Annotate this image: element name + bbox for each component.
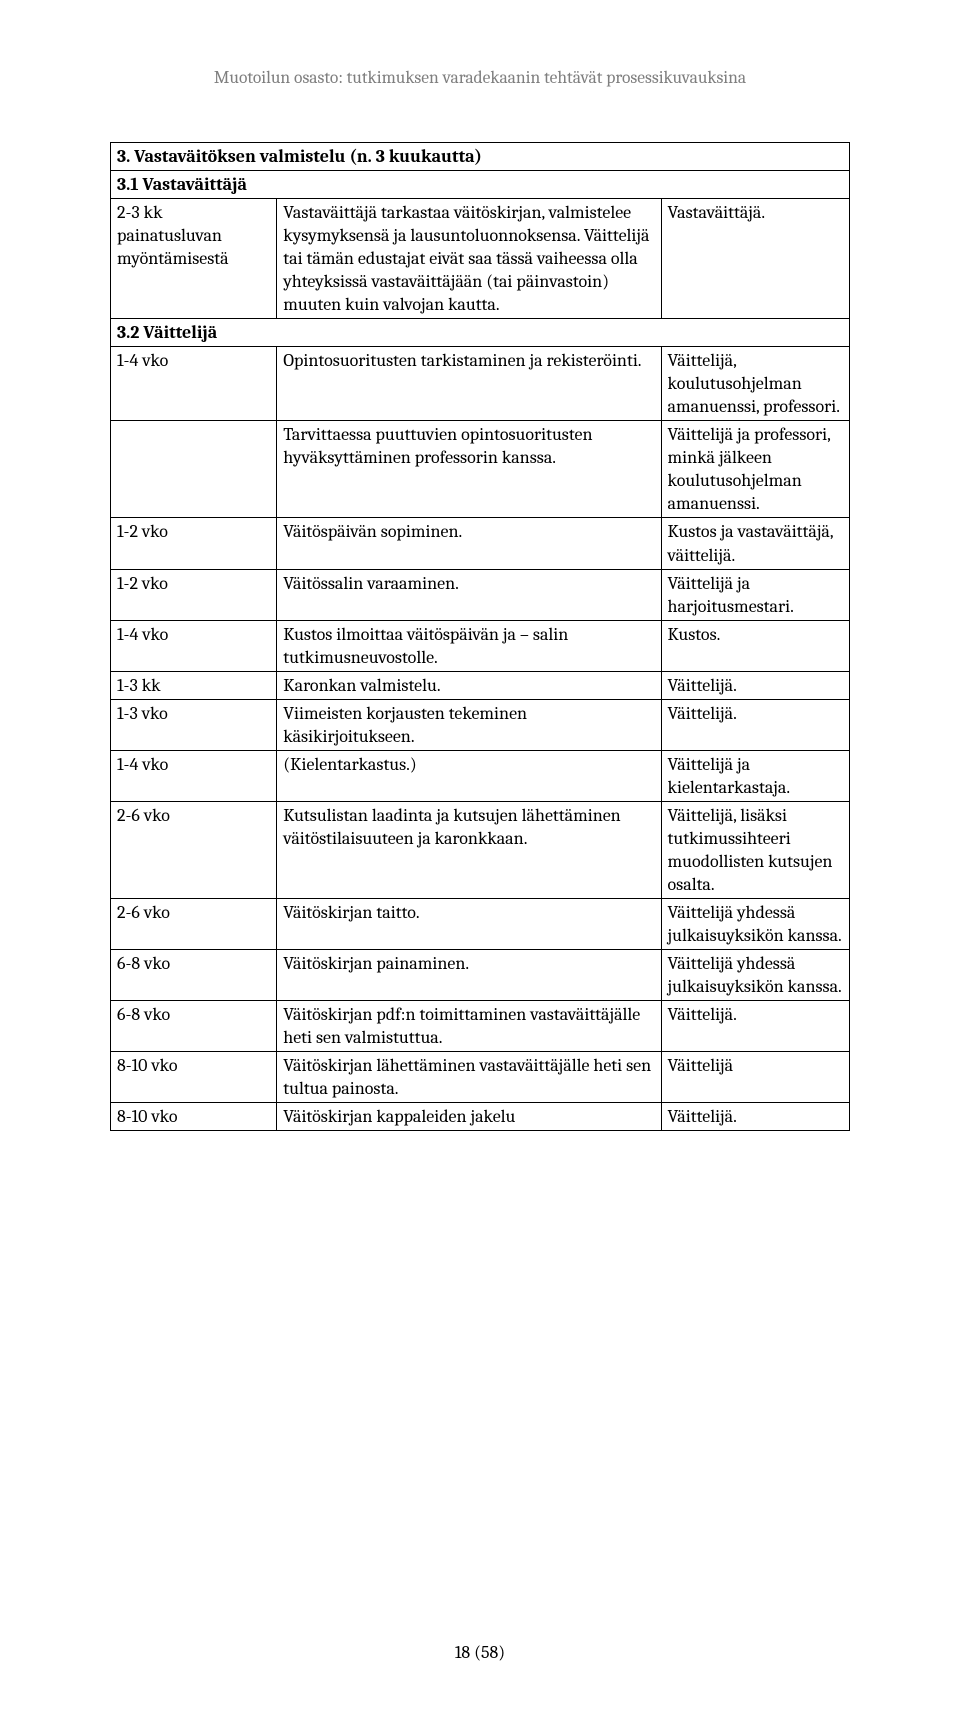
cell-actor: Väittelijä xyxy=(661,1052,849,1103)
table-row: 8-10 vko Väitöskirjan lähettäminen vasta… xyxy=(111,1052,850,1103)
table-row: 8-10 vko Väitöskirjan kappaleiden jakelu… xyxy=(111,1103,850,1131)
table-row: 1-3 kk Karonkan valmistelu. Väittelijä. xyxy=(111,671,850,699)
cell-task: Opintosuoritusten tarkistaminen ja rekis… xyxy=(277,347,661,421)
cell-task: Väitöskirjan pdf:n toimittaminen vastavä… xyxy=(277,1001,661,1052)
table-row: 6-8 vko Väitöskirjan painaminen. Väittel… xyxy=(111,950,850,1001)
cell-actor: Väittelijä yhdessä julkaisuyksikön kanss… xyxy=(661,898,849,949)
cell-task: Viimeisten korjausten tekeminen käsikirj… xyxy=(277,699,661,750)
cell-duration: 6-8 vko xyxy=(111,1001,277,1052)
table-row: Tarvittaessa puuttuvien opintosuorituste… xyxy=(111,421,850,518)
cell-duration: 1-3 vko xyxy=(111,699,277,750)
table-row: 1-4 vko (Kielentarkastus.) Väittelijä ja… xyxy=(111,750,850,801)
cell-actor: Kustos ja vastaväittäjä, väittelijä. xyxy=(661,518,849,569)
section-32-title: 3.2 Väittelijä xyxy=(111,319,850,347)
section-31-title: 3.1 Vastaväittäjä xyxy=(111,171,850,199)
page-number: 18 (58) xyxy=(0,1642,960,1663)
cell-task: Väitöskirjan painaminen. xyxy=(277,950,661,1001)
cell-actor: Väittelijä. xyxy=(661,671,849,699)
cell-actor: Väittelijä. xyxy=(661,1001,849,1052)
cell-task: Tarvittaessa puuttuvien opintosuorituste… xyxy=(277,421,661,518)
table-row: 2-6 vko Väitöskirjan taitto. Väittelijä … xyxy=(111,898,850,949)
cell-duration: 8-10 vko xyxy=(111,1052,277,1103)
cell-duration: 1-3 kk xyxy=(111,671,277,699)
cell-task: Kutsulistan laadinta ja kutsujen lähettä… xyxy=(277,801,661,898)
cell-task: Väitöskirjan kappaleiden jakelu xyxy=(277,1103,661,1131)
cell-actor: Kustos. xyxy=(661,620,849,671)
cell-duration: 2-6 vko xyxy=(111,898,277,949)
section-row: 3. Vastaväitöksen valmistelu (n. 3 kuuka… xyxy=(111,143,850,171)
table-row: 1-2 vko Väitössalin varaaminen. Väitteli… xyxy=(111,569,850,620)
section-row: 3.2 Väittelijä xyxy=(111,319,850,347)
cell-task: Karonkan valmistelu. xyxy=(277,671,661,699)
cell-actor: Väittelijä yhdessä julkaisuyksikön kanss… xyxy=(661,950,849,1001)
cell-actor: Väittelijä, koulutusohjelman amanuenssi,… xyxy=(661,347,849,421)
table-row: 1-4 vko Opintosuoritusten tarkistaminen … xyxy=(111,347,850,421)
cell-actor: Väittelijä, lisäksi tutkimussihteeri muo… xyxy=(661,801,849,898)
table-row: 2-3 kk painatusluvan myöntämisestä Vasta… xyxy=(111,199,850,319)
cell-actor: Väittelijä ja harjoitusmestari. xyxy=(661,569,849,620)
table-row: 1-4 vko Kustos ilmoittaa väitöspäivän ja… xyxy=(111,620,850,671)
cell-duration: 1-4 vko xyxy=(111,620,277,671)
table-row: 6-8 vko Väitöskirjan pdf:n toimittaminen… xyxy=(111,1001,850,1052)
table-row: 2-6 vko Kutsulistan laadinta ja kutsujen… xyxy=(111,801,850,898)
cell-duration: 1-4 vko xyxy=(111,347,277,421)
cell-duration: 2-3 kk painatusluvan myöntämisestä xyxy=(111,199,277,319)
cell-actor: Vastaväittäjä. xyxy=(661,199,849,319)
section-3-title: 3. Vastaväitöksen valmistelu (n. 3 kuuka… xyxy=(111,143,850,171)
cell-duration: 1-2 vko xyxy=(111,569,277,620)
cell-task: Kustos ilmoittaa väitöspäivän ja – salin… xyxy=(277,620,661,671)
cell-task: Väitöspäivän sopiminen. xyxy=(277,518,661,569)
cell-duration: 6-8 vko xyxy=(111,950,277,1001)
cell-duration: 1-2 vko xyxy=(111,518,277,569)
cell-task: (Kielentarkastus.) xyxy=(277,750,661,801)
cell-actor: Väittelijä. xyxy=(661,1103,849,1131)
cell-actor: Väittelijä. xyxy=(661,699,849,750)
section-row: 3.1 Vastaväittäjä xyxy=(111,171,850,199)
cell-duration: 8-10 vko xyxy=(111,1103,277,1131)
cell-duration: 1-4 vko xyxy=(111,750,277,801)
cell-task: Väitöskirjan lähettäminen vastaväittäjäl… xyxy=(277,1052,661,1103)
table-row: 1-3 vko Viimeisten korjausten tekeminen … xyxy=(111,699,850,750)
cell-actor: Väittelijä ja kielentarkastaja. xyxy=(661,750,849,801)
table-row: 1-2 vko Väitöspäivän sopiminen. Kustos j… xyxy=(111,518,850,569)
process-table: 3. Vastaväitöksen valmistelu (n. 3 kuuka… xyxy=(110,142,850,1131)
running-header: Muotoilun osasto: tutkimuksen varadekaan… xyxy=(110,68,850,88)
page: Muotoilun osasto: tutkimuksen varadekaan… xyxy=(0,0,960,1719)
cell-actor: Väittelijä ja professori, minkä jälkeen … xyxy=(661,421,849,518)
cell-task: Vastaväittäjä tarkastaa väitöskirjan, va… xyxy=(277,199,661,319)
cell-task: Väitössalin varaaminen. xyxy=(277,569,661,620)
cell-task: Väitöskirjan taitto. xyxy=(277,898,661,949)
cell-duration xyxy=(111,421,277,518)
cell-duration: 2-6 vko xyxy=(111,801,277,898)
